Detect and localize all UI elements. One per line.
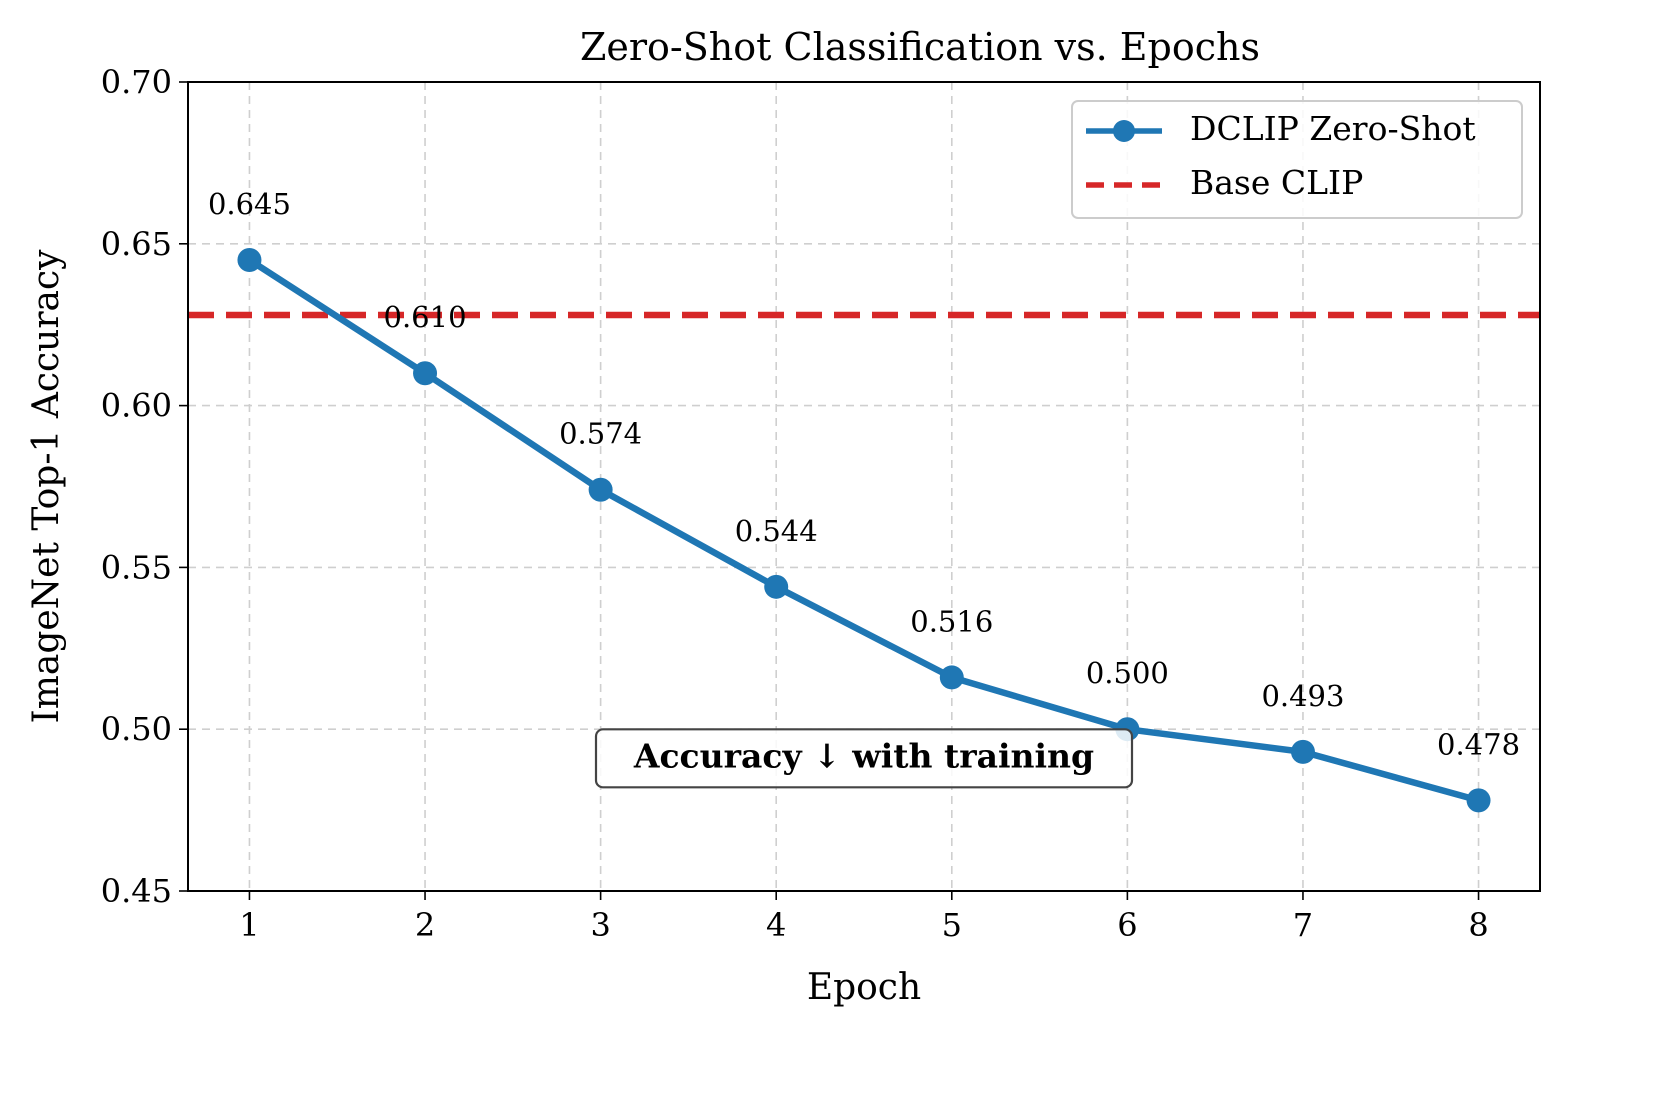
data-point [237,247,262,272]
y-tick-label: 0.70 [101,63,172,101]
y-tick-label: 0.55 [101,548,172,586]
series-layer [237,247,1491,813]
y-tick-label: 0.45 [101,872,172,910]
data-label: 0.645 [208,187,291,221]
y-tick-label: 0.60 [101,387,172,425]
x-tick-label: 5 [942,906,962,944]
plot-frame [187,81,1541,892]
data-labels: 0.645 0.610 0.574 0.544 0.516 0.500 0.493 0.478 [208,187,1520,761]
x-tick-label: 7 [1293,906,1313,944]
data-point [588,477,613,502]
data-label: 0.610 [384,300,467,334]
data-point [413,361,438,386]
axes: 1 2 3 4 5 6 7 8 0.45 0.50 0.55 0.60 0.65 0.70 [101,63,1489,944]
y-axis-title: ImageNet Top-1 Accuracy [26,249,67,724]
y-tick-label: 0.65 [101,225,172,263]
data-label: 0.574 [559,417,642,451]
x-tick-label: 1 [239,906,259,944]
x-tick-label: 2 [415,906,435,944]
data-point [764,574,789,599]
data-point [1466,788,1491,813]
data-point [939,665,964,690]
annotation-box [594,728,1134,789]
data-label: 0.478 [1437,727,1520,761]
legend-label-dclip: DCLIP Zero-Shot [1190,109,1476,148]
chart-title: Zero-Shot Classification vs. Epochs [580,25,1260,69]
x-axis-title: Epoch [807,967,921,1008]
legend: DCLIP Zero-Shot Base CLIP [1071,100,1523,219]
legend-label-base-clip: Base CLIP [1190,163,1363,202]
x-tick-label: 3 [590,906,610,944]
annotation: Accuracy ↓ with training [594,728,1134,789]
legend-box [1071,100,1523,219]
x-tick-label: 8 [1468,906,1488,944]
data-label: 0.493 [1261,679,1344,713]
x-tick-label: 4 [766,906,786,944]
data-label: 0.500 [1086,656,1169,690]
data-label: 0.544 [735,514,818,548]
y-tick-label: 0.50 [101,710,172,748]
legend-marker-dclip [1113,120,1135,142]
series-line-dclip [247,257,1480,804]
annotation-text: Accuracy ↓ with training [633,736,1094,775]
data-point [1290,739,1315,764]
x-tick-label: 6 [1117,906,1137,944]
data-label: 0.516 [910,604,993,638]
